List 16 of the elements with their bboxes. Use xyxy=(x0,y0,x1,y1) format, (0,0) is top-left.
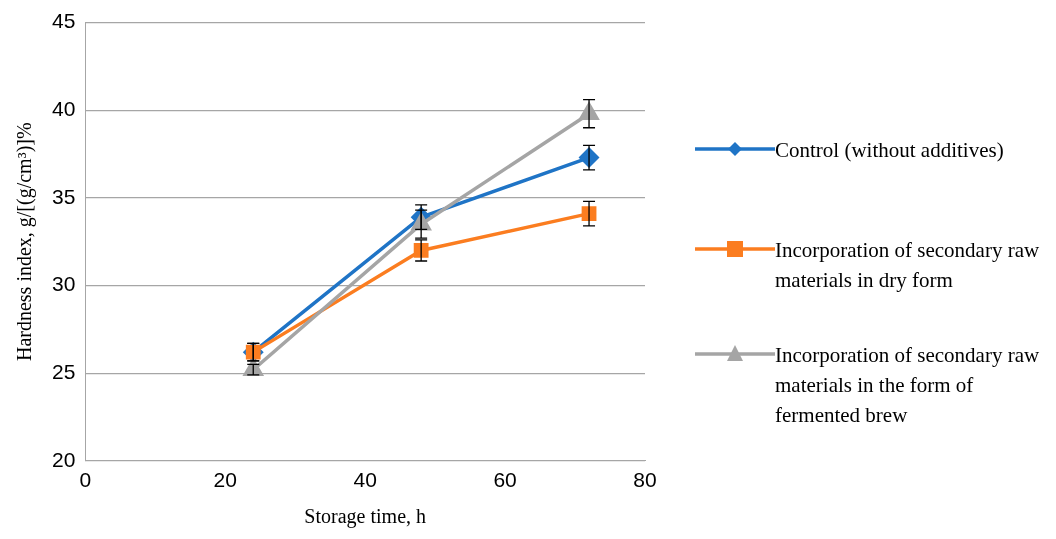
y-tick-label: 35 xyxy=(52,184,76,208)
x-tick-label: 60 xyxy=(493,468,517,492)
y-tick-label: 45 xyxy=(52,9,76,33)
x-tick-label: 40 xyxy=(353,468,377,492)
legend-label: Control (without additives) xyxy=(775,137,1005,164)
legend-label: Incorporation of secondary raw materials in dry form xyxy=(775,237,1041,294)
y-tick-label: 30 xyxy=(52,272,76,296)
x-tick-label: 0 xyxy=(79,468,92,492)
x-tick-label: 80 xyxy=(633,468,657,492)
legend-label: Incorporation of secondary raw materials in the form of fermented brew xyxy=(775,342,1041,429)
y-axis-title: Hardness index, g/[(g/cm³)]% xyxy=(13,122,37,362)
x-tick-label: 20 xyxy=(213,468,237,492)
y-tick-label: 25 xyxy=(52,359,76,383)
x-axis-title: Storage time, h xyxy=(304,505,426,529)
y-tick-label: 40 xyxy=(52,97,76,121)
y-tick-label: 20 xyxy=(52,447,76,471)
